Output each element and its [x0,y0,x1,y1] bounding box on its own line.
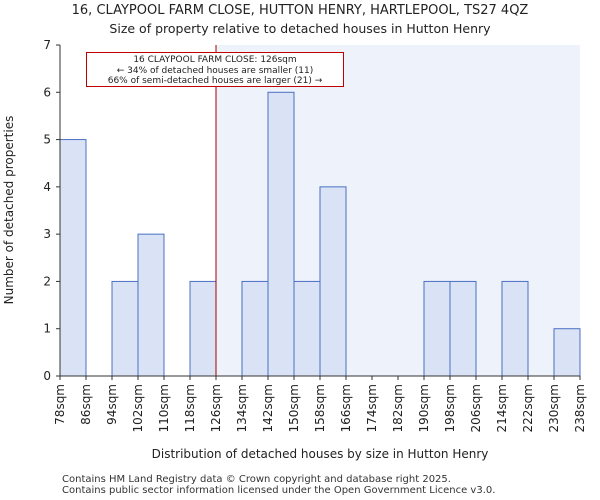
x-tick-label: 214sqm [495,384,509,432]
x-tick-label: 86sqm [79,384,93,425]
y-tick-label: 2 [43,274,51,288]
y-tick-label: 4 [43,180,51,194]
footer-copyright: Contains HM Land Registry data © Crown c… [62,474,451,485]
bar-94sqm [111,280,139,377]
x-tick-label: 166sqm [339,384,353,432]
y-tick-label: 3 [43,227,51,241]
x-tick-label: 190sqm [417,384,431,432]
bar-230sqm [553,328,581,377]
x-tick-label: 78sqm [53,384,67,425]
bar-134sqm [241,280,269,377]
annotation-line-3: 66% of semi-detached houses are larger (… [107,76,323,86]
footer-licence: Contains public sector information licen… [62,485,496,496]
x-tick-label: 102sqm [131,384,145,432]
x-axis-label: Distribution of detached houses by size … [152,447,489,461]
x-tick-label: 134sqm [235,384,249,432]
bar-198sqm [449,280,477,377]
bar-142sqm [267,91,295,377]
x-tick-label: 110sqm [157,384,171,432]
x-tick-label: 94sqm [105,384,119,425]
annotation-line-1: 16 CLAYPOOL FARM CLOSE: 126sqm [133,55,297,65]
x-tick-label: 222sqm [521,384,535,432]
chart-subtitle: Size of property relative to detached ho… [109,21,491,36]
y-tick-label: 5 [43,133,51,147]
x-tick-label: 230sqm [547,384,561,432]
y-tick-label: 7 [43,38,51,52]
y-axis-label: Number of detached properties [2,116,16,305]
chart-title: 16, CLAYPOOL FARM CLOSE, HUTTON HENRY, H… [71,3,529,18]
bar-102sqm [137,233,165,377]
x-tick-label: 174sqm [365,384,379,432]
y-tick-label: 1 [43,322,51,336]
bar-158sqm [319,186,347,377]
x-tick-label: 150sqm [287,384,301,432]
x-tick-label: 238sqm [573,384,587,432]
x-tick-label: 142sqm [261,384,275,432]
bar-150sqm [293,280,321,377]
x-tick-label: 126sqm [209,384,223,432]
x-tick-label: 182sqm [391,384,405,432]
bar-118sqm [189,280,217,377]
bar-214sqm [501,280,529,377]
x-tick-label: 118sqm [183,384,197,432]
annotation-line-2: ← 34% of detached houses are smaller (11… [116,65,314,76]
y-tick-label: 0 [43,369,51,383]
y-tick-label: 6 [43,85,51,99]
x-tick-label: 206sqm [469,384,483,432]
property-annotation-box: 16 CLAYPOOL FARM CLOSE: 126sqm ← 34% of … [86,52,344,87]
x-tick-label: 158sqm [313,384,327,432]
x-tick-label: 198sqm [443,384,457,432]
bar-78sqm [59,139,87,377]
bar-190sqm [423,280,451,377]
